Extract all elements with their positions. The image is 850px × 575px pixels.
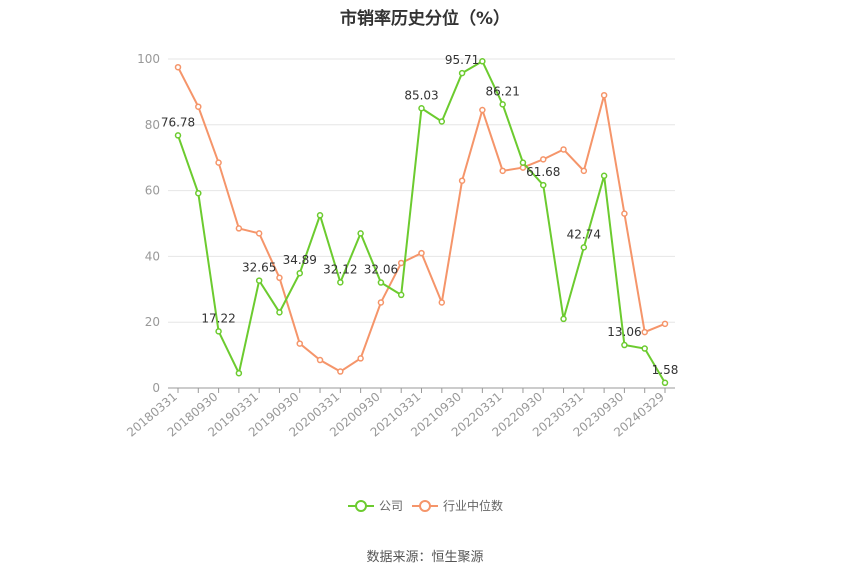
- point-company[interactable]: [560, 315, 567, 323]
- point-company[interactable]: [276, 309, 283, 316]
- data-label: 34.89: [283, 253, 317, 267]
- point-industry[interactable]: [621, 210, 628, 217]
- point-industry[interactable]: [479, 106, 486, 114]
- point-company[interactable]: [255, 277, 263, 284]
- point-company[interactable]: [621, 341, 628, 349]
- y-tick-label: 0: [152, 381, 160, 395]
- point-industry[interactable]: [296, 340, 303, 347]
- point-company[interactable]: [438, 118, 446, 125]
- legend-label-industry: 行业中位数: [443, 498, 503, 513]
- point-industry[interactable]: [458, 177, 466, 184]
- point-industry[interactable]: [600, 91, 608, 99]
- point-industry[interactable]: [235, 225, 243, 232]
- point-industry[interactable]: [255, 230, 263, 237]
- data-label: 32.06: [364, 263, 398, 277]
- point-company[interactable]: [337, 279, 344, 286]
- legend: 公司 行业中位数: [348, 498, 503, 513]
- point-company[interactable]: [641, 345, 648, 352]
- point-company[interactable]: [357, 230, 364, 237]
- point-industry[interactable]: [418, 249, 425, 257]
- point-company[interactable]: [377, 279, 385, 286]
- point-company[interactable]: [519, 159, 527, 166]
- point-company[interactable]: [316, 212, 324, 219]
- data-label: 13.06: [607, 325, 641, 339]
- point-industry[interactable]: [215, 159, 222, 166]
- gridlines: [168, 58, 675, 323]
- point-company[interactable]: [235, 369, 243, 377]
- point-company[interactable]: [418, 105, 425, 112]
- chart-title: 市销率历史分位（%）: [339, 9, 511, 29]
- point-industry[interactable]: [560, 146, 567, 153]
- data-source: 数据来源：恒生聚源: [366, 550, 484, 565]
- point-industry[interactable]: [540, 156, 547, 163]
- point-company[interactable]: [296, 269, 303, 277]
- point-company[interactable]: [458, 69, 466, 77]
- point-industry[interactable]: [580, 167, 588, 175]
- x-axis-ticks: 2018033120180930201903312019093020200331…: [124, 388, 667, 440]
- y-tick-label: 40: [145, 249, 160, 263]
- point-industry[interactable]: [641, 328, 648, 336]
- point-industry[interactable]: [357, 355, 364, 362]
- point-industry[interactable]: [316, 356, 324, 364]
- data-label: 42.74: [567, 227, 601, 241]
- point-industry[interactable]: [377, 299, 385, 306]
- point-company[interactable]: [661, 379, 669, 387]
- data-label: 61.68: [526, 165, 560, 179]
- point-industry[interactable]: [499, 167, 506, 175]
- point-industry[interactable]: [195, 103, 202, 110]
- point-company[interactable]: [195, 189, 202, 197]
- y-tick-label: 100: [137, 52, 160, 66]
- data-label: 17.22: [201, 311, 235, 325]
- y-tick-label: 60: [145, 184, 160, 198]
- point-company[interactable]: [499, 101, 506, 108]
- data-label: 32.65: [242, 261, 276, 275]
- point-company[interactable]: [397, 291, 405, 299]
- point-company[interactable]: [174, 132, 182, 139]
- data-label: 95.71: [445, 53, 479, 67]
- point-industry[interactable]: [438, 299, 446, 306]
- point-company[interactable]: [215, 328, 222, 335]
- data-label: 86.21: [485, 84, 519, 98]
- point-company[interactable]: [479, 58, 486, 65]
- point-industry[interactable]: [661, 320, 669, 328]
- data-label: 1.58: [652, 363, 679, 377]
- point-company[interactable]: [540, 181, 547, 189]
- point-industry[interactable]: [337, 368, 344, 375]
- point-industry[interactable]: [276, 274, 283, 282]
- data-labels: 76.78 17.22 32.65 34.89 32.12 32.06 85.03 95.71…: [161, 53, 679, 377]
- y-tick-label: 20: [145, 315, 160, 329]
- point-industry[interactable]: [397, 259, 405, 267]
- legend-item-industry[interactable]: 行业中位数: [412, 498, 503, 513]
- point-industry[interactable]: [174, 63, 182, 71]
- point-company[interactable]: [600, 172, 608, 180]
- data-label: 85.03: [404, 88, 438, 102]
- y-axis-ticks: 0 20 40 60 80 100: [137, 52, 160, 395]
- data-label: 76.78: [161, 115, 195, 129]
- legend-label-company: 公司: [379, 499, 403, 513]
- data-label: 32.12: [323, 262, 357, 276]
- legend-item-company[interactable]: 公司: [348, 499, 403, 513]
- point-company[interactable]: [580, 244, 588, 251]
- series-lines: [174, 58, 669, 387]
- y-tick-label: 80: [145, 118, 160, 132]
